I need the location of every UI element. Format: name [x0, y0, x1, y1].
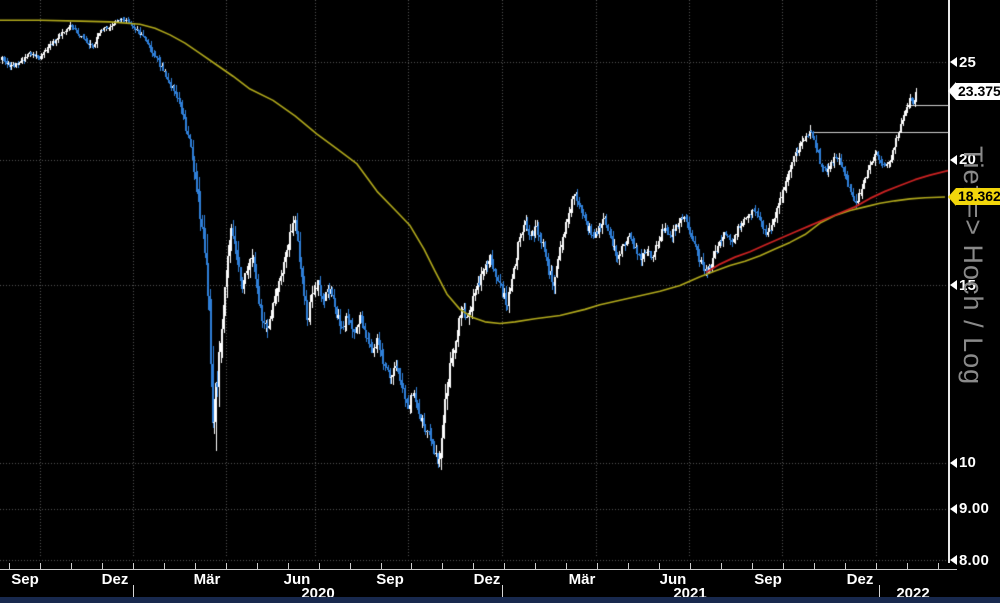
x-axis-baseline — [0, 569, 957, 570]
tick-arrow-icon — [950, 503, 957, 514]
month-tick — [442, 563, 443, 570]
month-tick — [288, 563, 289, 570]
month-tick — [566, 563, 567, 570]
bottom-strip — [0, 597, 1000, 603]
month-tick — [659, 563, 660, 570]
tick-arrow-icon — [950, 280, 957, 291]
month-tick — [907, 563, 908, 570]
month-tick — [814, 563, 815, 570]
month-label: Dez — [473, 571, 501, 588]
month-label: Sep — [11, 571, 39, 588]
y-axis-tick: 9.00 — [950, 500, 989, 518]
tick-arrow-icon — [950, 57, 957, 67]
month-tick — [690, 563, 691, 570]
month-label: Dez — [846, 571, 874, 588]
month-tick — [938, 563, 939, 570]
right-price-axis: 25 20 15 10 9.00 8.00 23.375 18.362 — [948, 0, 1000, 569]
y-axis-tick-label: 9.00 — [959, 500, 989, 518]
y-axis-tick: 20 — [950, 151, 977, 169]
year-separator — [502, 585, 503, 601]
month-tick — [381, 563, 382, 570]
month-tick — [628, 563, 629, 570]
month-tick — [40, 563, 41, 570]
month-tick — [226, 563, 227, 570]
month-tick — [473, 563, 474, 570]
month-tick — [783, 563, 784, 570]
price-marker: 23.375 — [948, 82, 1000, 101]
tick-arrow-icon — [950, 154, 957, 165]
y-axis-tick: 15 — [950, 276, 977, 294]
month-tick — [845, 563, 846, 570]
month-label: Dez — [101, 571, 129, 588]
month-label: Sep — [376, 571, 404, 588]
year-separator — [879, 585, 880, 601]
price-marker-value: 18.362 — [956, 188, 1000, 206]
y-axis-tick-label: 20 — [959, 151, 977, 169]
month-tick — [876, 563, 877, 570]
tick-arrow-icon — [950, 457, 957, 468]
month-tick — [597, 563, 598, 570]
month-tick — [195, 563, 196, 570]
month-tick — [164, 563, 165, 570]
month-label: Mär — [568, 571, 596, 588]
month-tick — [71, 563, 72, 570]
month-label: Sep — [754, 571, 782, 588]
y-axis-tick: 8.00 — [950, 551, 989, 569]
price-chart-plot-area[interactable] — [0, 0, 948, 563]
month-tick — [504, 563, 505, 570]
bottom-time-axis: Sep Dez Mär Jun Sep Dez Mär Jun Sep Dez 2020 2021 20… — [0, 563, 1000, 603]
month-tick — [102, 563, 103, 570]
month-tick — [257, 563, 258, 570]
month-tick — [9, 563, 10, 570]
year-separator — [133, 585, 134, 601]
month-tick — [535, 563, 536, 570]
month-tick — [319, 563, 320, 570]
month-label: Jun — [659, 571, 687, 588]
y-axis-tick: 25 — [950, 53, 977, 71]
month-tick — [752, 563, 753, 570]
y-axis-tick-label: 15 — [959, 276, 977, 294]
y-axis-tick-label: 8.00 — [959, 551, 989, 569]
month-label: Jun — [283, 571, 311, 588]
month-tick — [350, 563, 351, 570]
y-axis-title: Tief => Hoch / Log — [958, 146, 988, 386]
month-tick — [411, 563, 412, 570]
price-marker-arrow-icon — [948, 187, 956, 206]
y-axis-tick-label: 10 — [959, 454, 977, 472]
month-tick — [133, 563, 134, 570]
price-marker-arrow-icon — [948, 82, 956, 101]
candlestick-canvas[interactable] — [0, 0, 948, 563]
month-tick — [721, 563, 722, 570]
y-axis-tick-label: 25 — [959, 53, 977, 71]
tick-arrow-icon — [950, 555, 957, 566]
month-label: Mär — [193, 571, 221, 588]
y-axis-tick: 10 — [950, 454, 977, 472]
price-marker-value: 23.375 — [956, 82, 1000, 100]
price-marker: 18.362 — [948, 187, 1000, 206]
